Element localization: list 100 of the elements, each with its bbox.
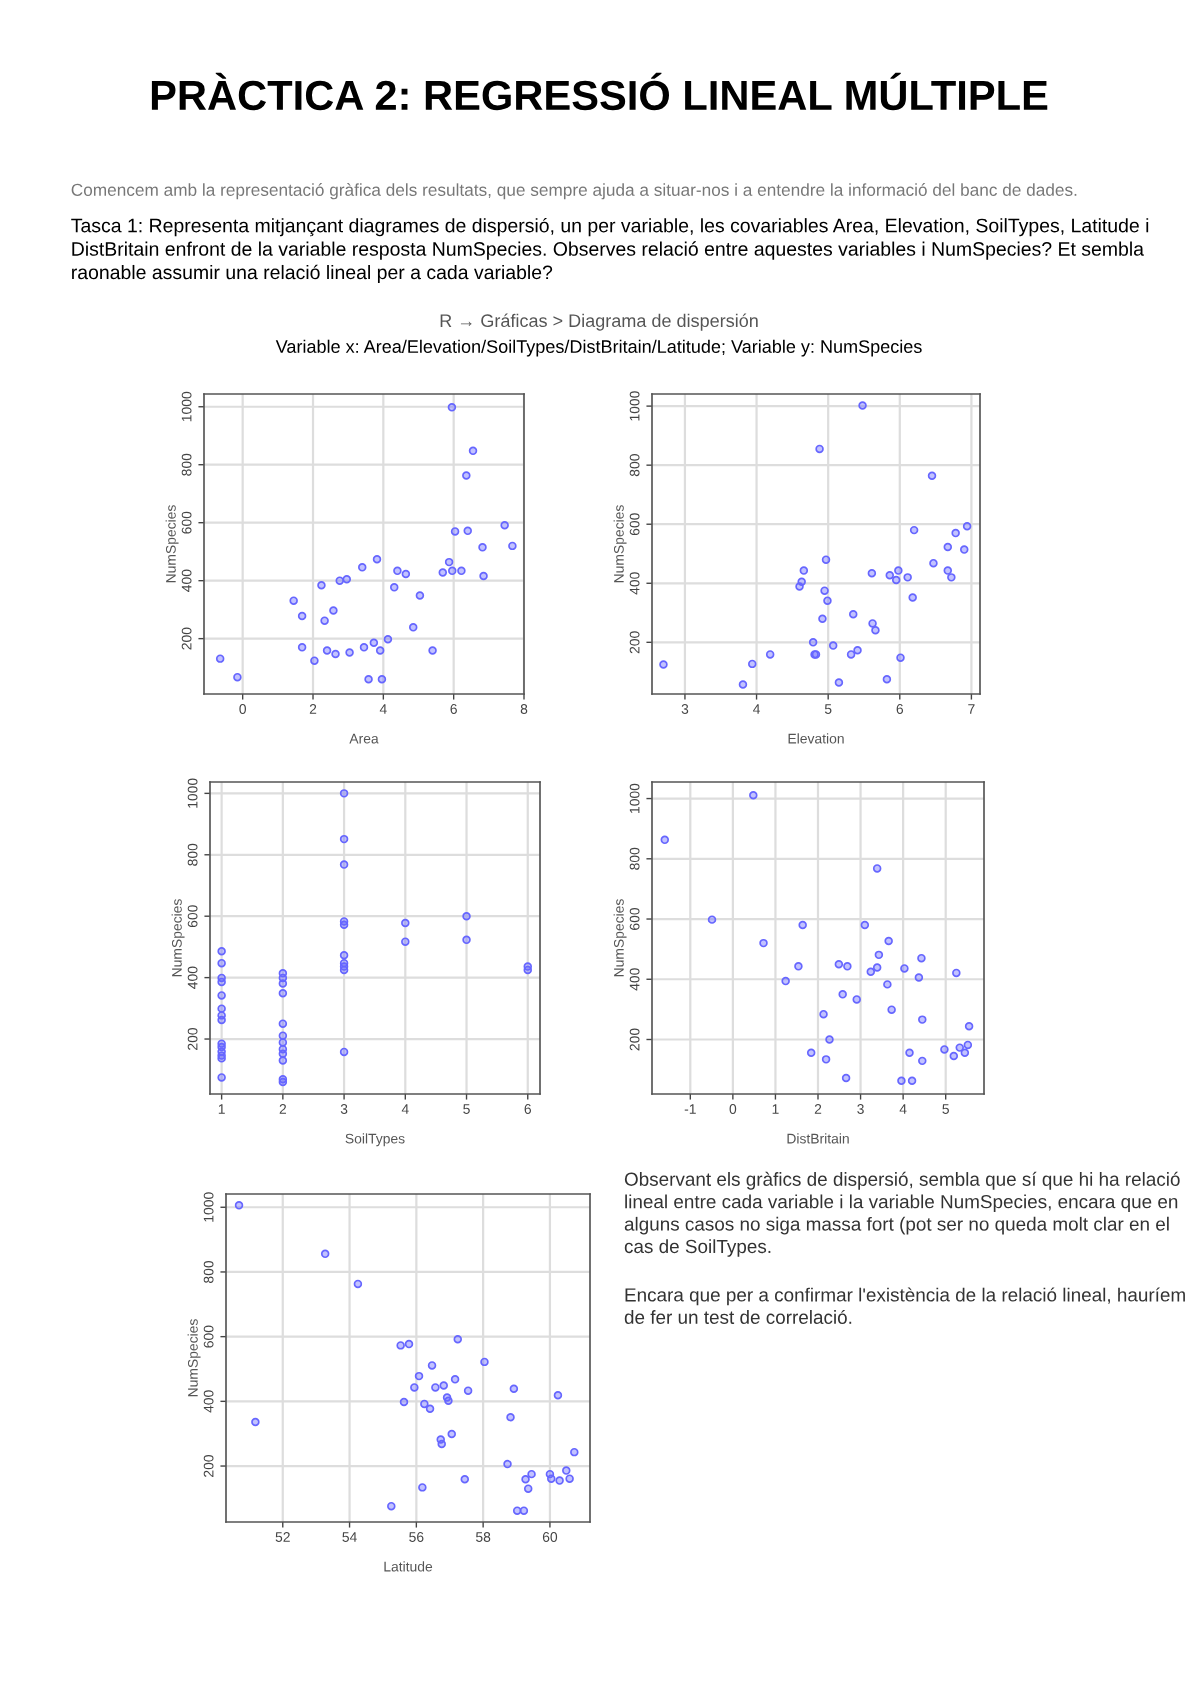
point: [659, 660, 668, 669]
point: [453, 1335, 462, 1344]
point: [852, 995, 861, 1004]
point: [320, 1249, 330, 1259]
point: [819, 1009, 828, 1019]
text: R → Gráficas > Diagrama de dispersión: [440, 313, 758, 331]
point: [943, 566, 953, 575]
point: [527, 1469, 536, 1479]
point: [415, 591, 425, 600]
point: [882, 674, 892, 684]
point: [918, 1015, 927, 1024]
point: [408, 623, 418, 632]
point: [234, 1201, 244, 1210]
point: [846, 650, 856, 659]
point: [297, 611, 307, 621]
point: [900, 964, 909, 973]
point: [849, 610, 858, 619]
point: [278, 1056, 288, 1065]
point: [450, 527, 460, 536]
point: [927, 471, 937, 481]
point: [401, 937, 410, 946]
point: [339, 1047, 349, 1057]
point: [447, 403, 457, 412]
point: [955, 1043, 964, 1052]
point: [896, 653, 905, 662]
point: [390, 583, 399, 592]
point: [215, 654, 225, 663]
point: [519, 1506, 529, 1515]
point: [765, 650, 775, 659]
point: [480, 1357, 489, 1367]
text: Observant els gràfics de dispersió, sembla que sí que hi ha relació lineal entre cada variable i la variable NumSpecies, encara que en alguns casos no siga massa fort (pot ser no queda molt clar en el cas de SoilTypes.: [624, 1171, 1180, 1257]
point: [943, 542, 953, 552]
point: [759, 938, 768, 948]
point: [468, 446, 478, 456]
point: [431, 1383, 440, 1392]
text: Variable x: Area/Elevation/SoilTypes/DistBritain/Latitude; Variable y: NumSpecies: [275, 339, 922, 357]
point: [894, 566, 903, 575]
point: [874, 950, 884, 960]
point: [553, 1390, 563, 1400]
point: [345, 648, 354, 657]
point: [860, 920, 870, 930]
text: Tasca 1: Representa mitjançant diagrames de dispersió, un per variable, les covariables Area, Elevation, SoilTypes, Latitude i DistBritain enfront de la variable resposta NumSpecies. Observes relació entre aquestes variables i NumSpecies? Et sembla raonable assumir una relació lineal per a cada variable?: [71, 217, 1149, 284]
point: [884, 936, 893, 946]
point: [462, 911, 471, 921]
point: [353, 1279, 363, 1289]
point: [907, 1076, 917, 1085]
point: [463, 526, 472, 536]
point: [871, 625, 880, 635]
point: [500, 521, 509, 530]
point: [964, 1022, 974, 1031]
point: [815, 444, 824, 454]
point: [437, 1439, 446, 1449]
point: [387, 1501, 396, 1511]
point: [929, 558, 938, 568]
point: [383, 634, 393, 644]
point: [310, 656, 319, 665]
point: [462, 471, 471, 480]
point: [401, 569, 411, 579]
point: [369, 638, 379, 647]
point: [841, 1073, 851, 1083]
point: [960, 545, 969, 554]
point: [289, 596, 298, 605]
point: [887, 1005, 896, 1014]
point: [217, 1073, 226, 1082]
point: [320, 616, 329, 625]
point: [798, 920, 807, 930]
point: [450, 1375, 460, 1384]
point: [278, 1019, 288, 1028]
point: [339, 950, 349, 960]
point: [339, 834, 349, 844]
point: [393, 566, 402, 576]
point: [885, 571, 895, 580]
point: [897, 1076, 906, 1085]
point: [508, 541, 517, 551]
point: [322, 646, 332, 655]
point: [867, 568, 877, 578]
point: [463, 1386, 473, 1395]
point: [335, 576, 344, 585]
point: [317, 581, 326, 590]
point: [329, 606, 338, 615]
point: [908, 593, 917, 602]
text: Comencem amb la representació gràfica dels resultats, que sempre ajuda a situar-nos i a entendre la informació del banc de dades.: [71, 183, 1077, 200]
point: [821, 1055, 831, 1064]
point: [872, 864, 882, 873]
point: [891, 575, 901, 585]
point: [428, 646, 437, 655]
point: [872, 963, 882, 972]
point: [457, 566, 466, 576]
point: [749, 791, 758, 800]
point: [297, 643, 307, 652]
point: [781, 976, 790, 986]
point: [960, 1048, 970, 1057]
point: [339, 860, 349, 869]
point: [797, 577, 806, 587]
point: [562, 1466, 571, 1475]
point: [843, 962, 852, 971]
point: [404, 1339, 414, 1349]
point: [425, 1404, 435, 1414]
point: [738, 680, 748, 689]
point: [217, 946, 226, 956]
